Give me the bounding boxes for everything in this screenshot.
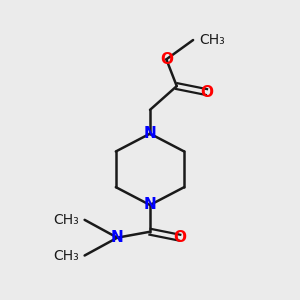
Text: N: N <box>144 126 156 141</box>
Text: N: N <box>144 197 156 212</box>
Text: CH₃: CH₃ <box>53 213 79 227</box>
Text: N: N <box>111 230 124 245</box>
Text: O: O <box>200 85 213 100</box>
Text: CH₃: CH₃ <box>53 248 79 262</box>
Text: O: O <box>173 230 186 245</box>
Text: O: O <box>160 52 173 67</box>
Text: CH₃: CH₃ <box>199 33 225 47</box>
